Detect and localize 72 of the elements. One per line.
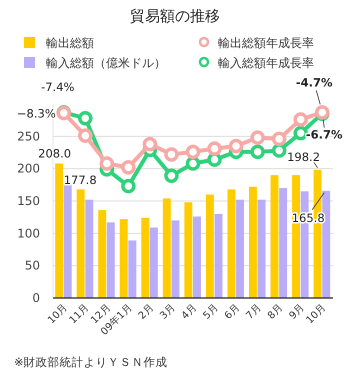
point (250, 144, 265, 160)
bar (236, 200, 244, 298)
annotation: -6.7% (306, 128, 344, 142)
bar (193, 216, 201, 298)
point (207, 152, 222, 167)
y-tick-label: 100 (17, 226, 40, 240)
x-tick-label: 6月 (222, 302, 242, 322)
x-tick-label: 10月 (46, 302, 70, 326)
x-tick-label: 2月 (136, 302, 156, 322)
bar (184, 202, 192, 298)
point (293, 112, 308, 127)
point (293, 126, 308, 140)
x-tick-label: 10月 (304, 302, 328, 326)
point (121, 160, 136, 175)
point (207, 141, 222, 156)
bar (128, 240, 136, 298)
legend-label: 輸出総額年成長率 (218, 36, 314, 50)
point (142, 136, 158, 152)
chart-title: 貿易額の推移 (130, 7, 220, 25)
bar (76, 189, 85, 298)
bar (270, 175, 278, 298)
x-tick-label: 4月 (180, 302, 200, 322)
annotation: −8.3% (16, 106, 56, 120)
x-tick-label: 5月 (201, 302, 221, 322)
point (78, 128, 93, 143)
data-label: 177.8 (64, 173, 97, 188)
legend-label: 輸入総額（億米ドル） (46, 56, 166, 70)
point (186, 156, 200, 171)
point (250, 130, 265, 145)
bar (171, 220, 180, 298)
y-tick-label: 200 (17, 162, 40, 176)
y-tick-label: 50 (24, 258, 40, 273)
bar (322, 190, 330, 298)
y-tick-label: 0 (32, 291, 40, 305)
point (100, 156, 114, 171)
bar (106, 222, 115, 298)
text: -7.4% (41, 80, 75, 94)
bar (279, 188, 288, 298)
bar (227, 189, 236, 298)
x-tick-label: 7月 (244, 302, 264, 322)
legend-label: 輸出総額 (46, 36, 94, 50)
legend-label: 輸入総額年成長率 (218, 56, 314, 70)
bar (206, 194, 214, 298)
data-label: 208.0 (38, 146, 72, 160)
point (164, 168, 179, 184)
bar (64, 183, 72, 298)
point (228, 138, 244, 154)
x-tick-label: 9月 (287, 302, 307, 322)
point (272, 143, 286, 158)
y-tick-label: 150 (17, 194, 40, 208)
point (186, 144, 200, 160)
point (164, 147, 179, 162)
data-label: 198.2 (287, 150, 320, 164)
x-tick-label: 3月 (158, 302, 178, 322)
bar (162, 198, 171, 298)
bar (85, 200, 94, 298)
text: -4.7% (296, 75, 334, 90)
bar (98, 210, 106, 298)
bar (120, 219, 128, 298)
point (78, 110, 93, 126)
bar (249, 186, 257, 298)
bar (258, 200, 266, 298)
x-tick-label: 11月 (68, 302, 92, 326)
point (121, 178, 136, 194)
bar (150, 228, 158, 298)
bar (141, 218, 150, 298)
point (272, 132, 286, 146)
bar (214, 214, 222, 298)
text: ※財政部統計よりＹＳＮ作成 (14, 355, 168, 369)
x-tick-label: 8月 (266, 302, 286, 322)
bar (55, 163, 64, 298)
y-tick-label: 250 (17, 129, 40, 144)
